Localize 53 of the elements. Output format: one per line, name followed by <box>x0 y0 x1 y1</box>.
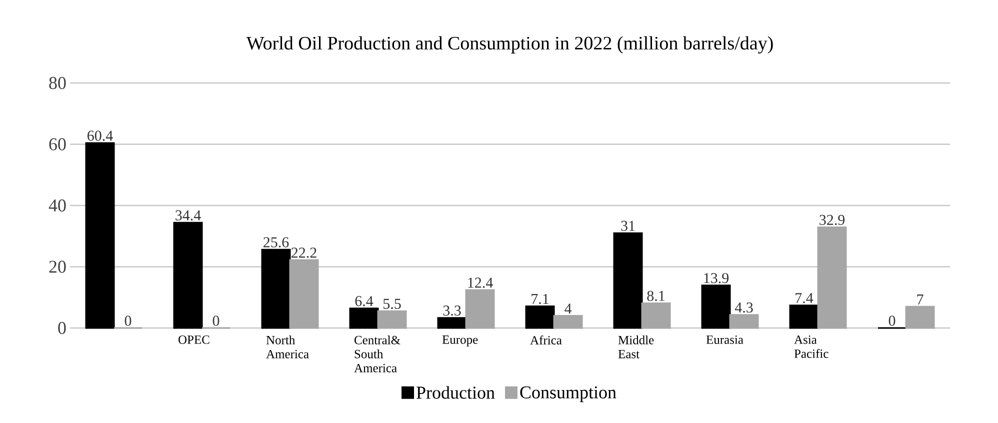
bar <box>789 304 819 329</box>
x-tick-label: OPEC <box>178 336 210 344</box>
bar <box>641 302 671 329</box>
data-label: 31 <box>621 220 635 231</box>
data-label: 7.1 <box>532 294 548 304</box>
legend-label: Consumption <box>520 386 616 402</box>
data-label: 0 <box>212 316 220 326</box>
data-label: 13.9 <box>704 273 729 284</box>
y-tick-label: 20 <box>49 260 66 273</box>
y-tick-label: 40 <box>48 199 66 212</box>
bar <box>377 310 407 329</box>
data-label: 12.4 <box>468 278 493 288</box>
bar <box>905 306 935 329</box>
bar <box>349 308 379 329</box>
data-label: 0 <box>124 316 132 326</box>
x-tick-label: Africa <box>530 336 562 344</box>
chart-title: World Oil Production and Consumption in 2022 (million barrels/day) <box>246 36 773 54</box>
bar <box>613 232 643 329</box>
bar <box>437 317 467 329</box>
y-tick-label: 60 <box>49 138 66 150</box>
bar <box>817 226 847 329</box>
bar <box>701 284 731 329</box>
x-tick-label: Central& South America <box>354 336 400 372</box>
bar <box>173 222 203 329</box>
bar <box>553 315 583 329</box>
bar <box>85 142 115 329</box>
bar <box>289 259 319 329</box>
data-label: 25.6 <box>264 237 289 248</box>
data-label: 7.4 <box>796 293 814 304</box>
bar <box>729 314 759 329</box>
data-label: 0 <box>888 316 896 326</box>
data-label: 6.4 <box>355 296 374 306</box>
data-label: 22.2 <box>292 248 316 258</box>
y-tick-label: 0 <box>58 322 66 334</box>
x-tick-label: Europe <box>442 336 478 346</box>
x-tick-label: Asia Pacific <box>794 336 828 358</box>
bar <box>261 248 291 329</box>
x-tick-label: Eurasia <box>706 336 744 344</box>
data-label: 7 <box>917 294 924 304</box>
data-label: 4 <box>564 304 572 314</box>
data-label: 60.4 <box>88 130 113 141</box>
data-label: 3.3 <box>443 306 461 316</box>
data-label: 8.1 <box>647 290 664 301</box>
bar <box>465 289 495 329</box>
y-tick-label: 80 <box>49 76 66 90</box>
data-label: 4.3 <box>734 302 753 313</box>
x-tick-label: Middle East <box>618 336 654 358</box>
legend-label: Production <box>416 386 495 399</box>
data-label: 34.4 <box>176 210 201 220</box>
data-label: 32.9 <box>820 214 845 226</box>
bar <box>525 306 555 329</box>
data-label: 5.5 <box>384 298 401 309</box>
x-tick-label: North America <box>266 336 309 358</box>
